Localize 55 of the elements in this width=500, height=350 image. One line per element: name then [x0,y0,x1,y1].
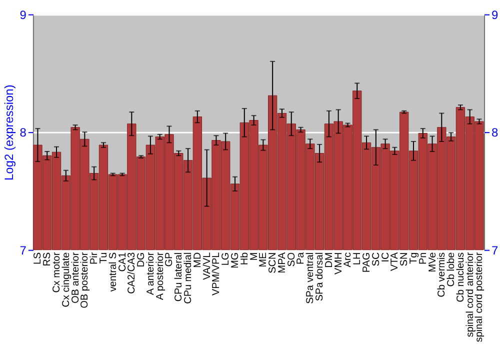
x-tick-label: A posterior [154,252,166,300]
x-tick-label: Pn [418,252,429,265]
x-tick-label: PAG [362,252,373,273]
x-tick-label: CA2/CA3 [126,252,138,294]
x-tick-label: RS [42,252,54,266]
x-tick-label: VA/VL [202,252,213,280]
x-tick-label: Cb nucleus [455,252,466,302]
y2-tick-label: 7 [492,243,499,258]
y2-tick-label: 8 [492,126,499,140]
x-tick-label: ME [258,252,270,268]
x-tick-label: DM [324,252,335,268]
x-tick-label: DG [136,252,148,268]
x-tick-label: MD [192,252,204,268]
x-tick-label: SPa dorsal [314,252,326,302]
x-tick-label: A anterior [145,252,156,296]
x-tick-label: LS [32,252,44,265]
x-tick-label: Pir [89,252,100,265]
x-tick-label: Arc [342,252,354,268]
x-tick-label: Hb [239,252,250,266]
x-tick-label: Cx cingulate [60,252,72,308]
x-tick-label: MVe [427,252,438,272]
x-tick-label: SCN [268,252,279,274]
x-tick-label: Cb lobe [446,252,458,287]
x-tick-label: MPA [276,252,288,274]
x-tick-label: SO [286,252,298,267]
y-axis-title: Log2 (expression) [2,84,16,180]
x-tick-label: ventral S [108,252,119,292]
x-tick-label: GP [164,252,176,267]
x-tick-label: MG [230,252,241,268]
y2-tick-label: 9 [492,8,499,22]
x-tick-label: Pa [296,252,307,265]
x-tick-label: IC [380,252,392,262]
x-tick-label: CPu medial [183,252,194,304]
x-tick-label: SPa ventral [305,252,316,304]
x-tick-label: LH [352,252,364,266]
x-tick-label: spinal cord anterior [464,252,476,338]
x-tick-label: LG [220,252,232,266]
x-tick-label: CA1 [117,252,128,272]
x-tick-label: Cx motor [52,252,63,293]
x-tick-label: OB anterior [70,252,82,304]
x-tick-label: SN [399,252,410,266]
x-tick-label: Tg [408,252,420,264]
x-tick-label: OB posterior [80,252,91,308]
x-tick-label: spinal cord posterior [474,252,486,342]
y-tick-label: 8 [20,126,27,140]
y-tick-label: 7 [20,243,27,258]
x-tick-label: M [248,252,260,261]
x-tick-label: CPu lateral [174,252,185,302]
x-tick-label: VMH [333,252,344,274]
x-tick-label: Tu [98,252,110,264]
x-tick-label: VTA [390,252,401,271]
x-tick-label: SC [370,252,382,266]
y-tick-label: 9 [20,8,27,22]
x-tick-label: VPM/VPL [211,252,222,296]
x-tick-label: Cb vermis [436,252,448,298]
